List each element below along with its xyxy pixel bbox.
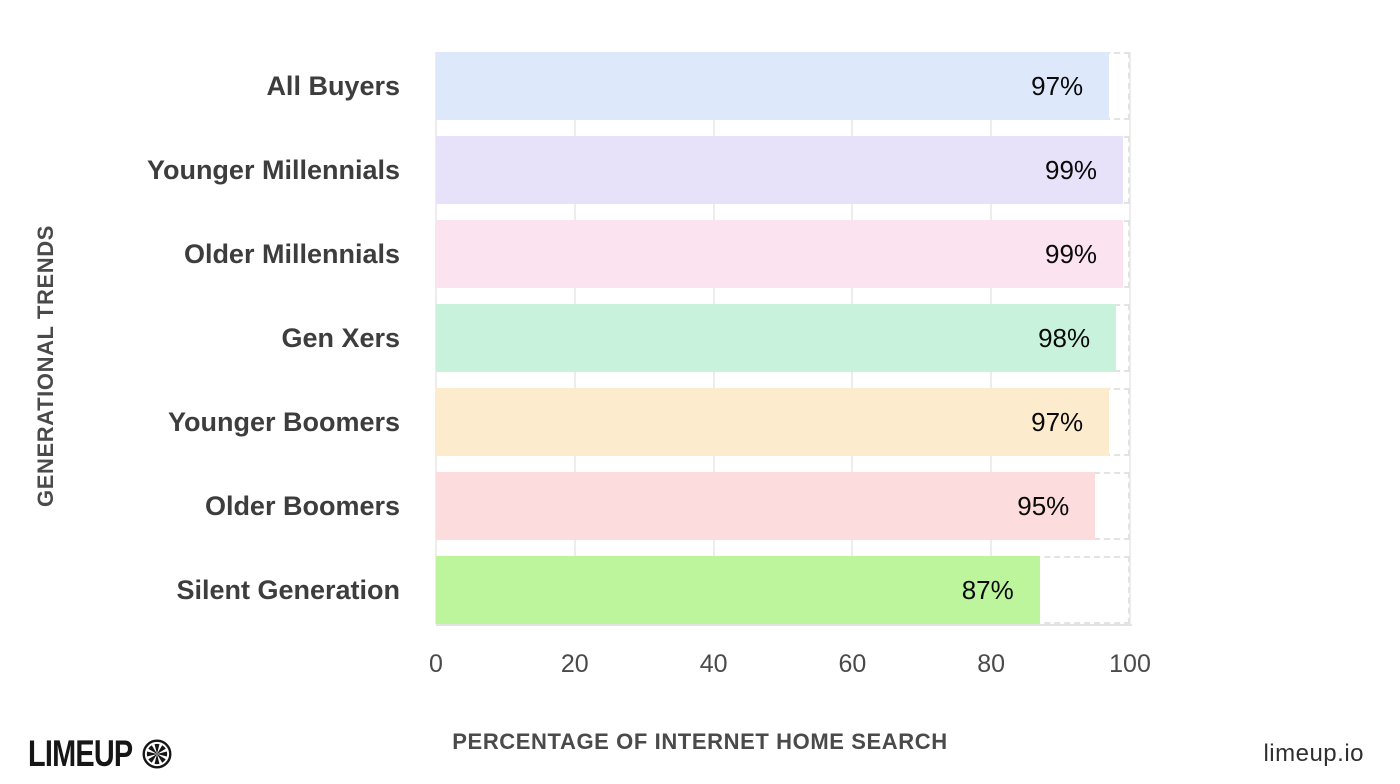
category-label: Gen Xers xyxy=(281,323,400,353)
bar-value-label: 87% xyxy=(961,574,1014,605)
bar-row: Silent Generation 87% xyxy=(0,556,1130,624)
bar-value-label: 99% xyxy=(1045,154,1098,185)
lime-slice-icon xyxy=(142,739,172,768)
bar: 87% xyxy=(436,556,1040,624)
tick-label-20: 20 xyxy=(560,650,589,678)
category-label: Silent Generation xyxy=(176,575,400,605)
bar-track-zone: 99% xyxy=(436,220,1130,288)
bar-track-zone: 97% xyxy=(436,52,1130,120)
bar: 97% xyxy=(436,388,1110,456)
bar-row: Younger Millennials 99% xyxy=(0,136,1130,204)
bar-row: All Buyers 97% xyxy=(0,52,1130,120)
bar-row: Younger Boomers 97% xyxy=(0,388,1130,456)
bar-value-label: 99% xyxy=(1045,238,1098,269)
tick-label-100: 100 xyxy=(1109,650,1151,678)
bar: 98% xyxy=(436,304,1117,372)
bar-value-label: 95% xyxy=(1017,490,1070,521)
bar-row: Gen Xers 98% xyxy=(0,304,1130,372)
x-axis-line xyxy=(436,624,1132,626)
category-label: Older Boomers xyxy=(204,491,400,521)
x-axis-title: PERCENTAGE OF INTERNET HOME SEARCH xyxy=(452,729,948,754)
bar: 99% xyxy=(436,220,1124,288)
x-axis-ticks: 0 20 40 60 80 100 xyxy=(429,650,1151,680)
bar-row: Older Boomers 95% xyxy=(0,472,1130,540)
logo-text: LIMEUP xyxy=(28,733,133,774)
limeup-logo: LIMEUP xyxy=(28,735,172,772)
bar: 99% xyxy=(436,136,1124,204)
tick-label-60: 60 xyxy=(838,650,867,678)
tick-label-80: 80 xyxy=(977,650,1006,678)
category-label: Younger Boomers xyxy=(167,407,400,437)
gridline-100 xyxy=(1129,52,1131,624)
category-label: All Buyers xyxy=(266,71,400,101)
bar: 97% xyxy=(436,52,1110,120)
category-label: Younger Millennials xyxy=(146,155,400,185)
bar-track-zone: 99% xyxy=(436,136,1130,204)
tick-label-0: 0 xyxy=(429,650,443,678)
tick-label-40: 40 xyxy=(699,650,728,678)
bar-track-zone: 98% xyxy=(436,304,1130,372)
bar-value-label: 97% xyxy=(1031,70,1084,101)
bar-track-zone: 97% xyxy=(436,388,1130,456)
website-link: limeup.io xyxy=(1263,740,1364,767)
bar-value-label: 98% xyxy=(1038,322,1091,353)
category-label: Older Millennials xyxy=(183,239,400,269)
bar-value-label: 97% xyxy=(1031,406,1084,437)
bar-track-zone: 87% xyxy=(436,556,1130,624)
bar: 95% xyxy=(436,472,1096,540)
bar-track-zone: 95% xyxy=(436,472,1130,540)
bar-row: Older Millennials 99% xyxy=(0,220,1130,288)
